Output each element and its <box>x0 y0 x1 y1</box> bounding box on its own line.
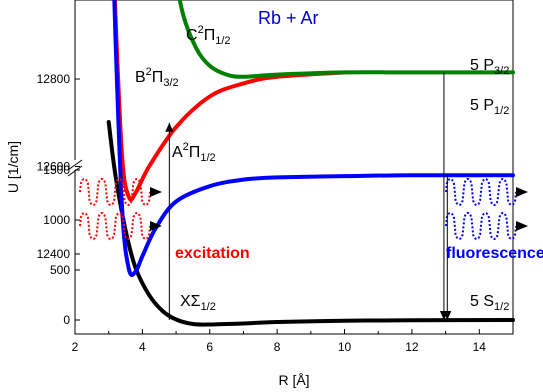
x-tick-label: 8 <box>274 340 281 354</box>
x-state-curve <box>106 120 515 327</box>
x-axis-title: R [Å] <box>278 372 309 388</box>
a-state-label: A2Π1/2 <box>172 141 216 164</box>
x-state-sub: 1/2 <box>201 301 216 313</box>
excitation-top-arrowhead <box>150 187 162 197</box>
fluorescence-top-arrowhead <box>516 187 528 197</box>
fluorescence-bottom-arrowhead <box>516 221 528 231</box>
b-state-sub: 3/2 <box>163 77 178 89</box>
c-state-greek: Π <box>204 27 216 44</box>
y-tick-label: 12400 <box>37 247 71 261</box>
s12-label: 5 S1/2 <box>470 293 509 313</box>
fluorescence-wave-icons <box>445 177 528 241</box>
c-state-letter: C <box>186 27 198 44</box>
y-tick-label: 1000 <box>43 213 70 227</box>
b-state-letter: B <box>135 69 146 86</box>
excitation-wave-icons <box>79 177 162 241</box>
c-state-curve <box>177 0 515 79</box>
y-axis-ticks: 0500100015001240012600128001300013200 <box>37 72 80 327</box>
x-tick-label: 4 <box>139 340 146 354</box>
a-state-curve <box>112 0 515 278</box>
c-state-label: C2Π1/2 <box>186 24 231 47</box>
p32-sub: 3/2 <box>494 65 509 77</box>
y-axis-break <box>67 159 83 177</box>
y-axis-title: U [1/cm] <box>5 141 21 193</box>
y-tick-label: 1500 <box>43 163 70 177</box>
c-state-sub: 1/2 <box>215 35 230 47</box>
excitation-bottom-wave <box>79 211 151 241</box>
x-tick-label: 12 <box>405 340 419 354</box>
p12-main: 5 P <box>470 97 494 114</box>
y-tick-label: 500 <box>50 263 70 277</box>
x-tick-label: 2 <box>72 340 79 354</box>
s12-sub: 1/2 <box>494 301 509 313</box>
a-state-greek: Π <box>189 144 201 161</box>
fluorescence-bottom-wave <box>445 211 517 241</box>
excitation-label: excitation <box>175 245 250 262</box>
x-tick-label: 10 <box>338 340 352 354</box>
a-state-sup: 2 <box>183 141 189 153</box>
p12-label: 5 P1/2 <box>470 97 509 117</box>
b-state-sup: 2 <box>146 66 152 78</box>
x-state-label: XΣ1/2 <box>180 293 216 313</box>
x-tick-label: 14 <box>473 340 487 354</box>
b-state-label: B2Π3/2 <box>135 66 179 89</box>
y-tick-label: 12600 <box>37 160 71 174</box>
y-tick-label: 0 <box>63 313 70 327</box>
a-state-letter: A <box>172 144 183 161</box>
b-state-greek: Π <box>152 69 164 86</box>
y-tick-label: 12800 <box>37 72 71 86</box>
fluorescence-top-wave <box>445 177 517 207</box>
fluorescence-arrow-head <box>443 311 452 320</box>
system-label: Rb + Ar <box>258 8 319 28</box>
excitation-bottom-arrowhead <box>150 221 162 231</box>
p32-label: 5 P3/2 <box>470 57 509 77</box>
x-state-greek: Σ <box>191 293 201 310</box>
a-state-sub: 1/2 <box>200 152 215 164</box>
x-axis-ticks: 2 4 6 8 10 12 14 <box>72 329 514 354</box>
excitation-top-wave <box>79 177 151 207</box>
excitation-arrow-head <box>165 122 174 132</box>
x-tick-label: 6 <box>206 340 213 354</box>
p32-main: 5 P <box>470 57 494 74</box>
p12-sub: 1/2 <box>494 105 509 117</box>
c-state-sup: 2 <box>198 24 204 36</box>
s12-main: 5 S <box>470 293 494 310</box>
b-state-curve <box>112 0 347 202</box>
transition-arrows <box>165 72 452 320</box>
fluorescence-label: fluorescence <box>446 245 543 262</box>
x-state-letter: X <box>180 293 191 310</box>
